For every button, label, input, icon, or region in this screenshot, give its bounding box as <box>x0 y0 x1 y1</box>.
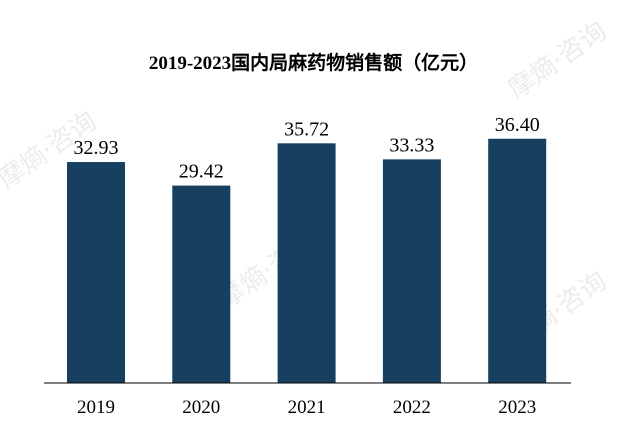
data-label: 35.72 <box>284 118 329 140</box>
bar-2019 <box>67 162 125 383</box>
bar-2022 <box>382 159 441 383</box>
x-tick-label: 2021 <box>288 397 326 418</box>
x-tick-label: 2020 <box>182 397 220 418</box>
bar-2020 <box>172 185 231 383</box>
x-tick-label: 2022 <box>393 397 431 418</box>
data-label: 36.40 <box>495 114 540 136</box>
data-label: 33.33 <box>389 134 434 156</box>
bar-2021 <box>277 143 336 383</box>
data-label: 29.42 <box>179 161 224 183</box>
chart-title: 2019-2023国内局麻药物销售额（亿元） <box>148 53 479 74</box>
x-tick-label: 2023 <box>498 397 536 418</box>
bar-2023 <box>488 138 547 383</box>
data-label: 32.93 <box>74 137 119 159</box>
x-tick-label: 2019 <box>77 397 115 418</box>
